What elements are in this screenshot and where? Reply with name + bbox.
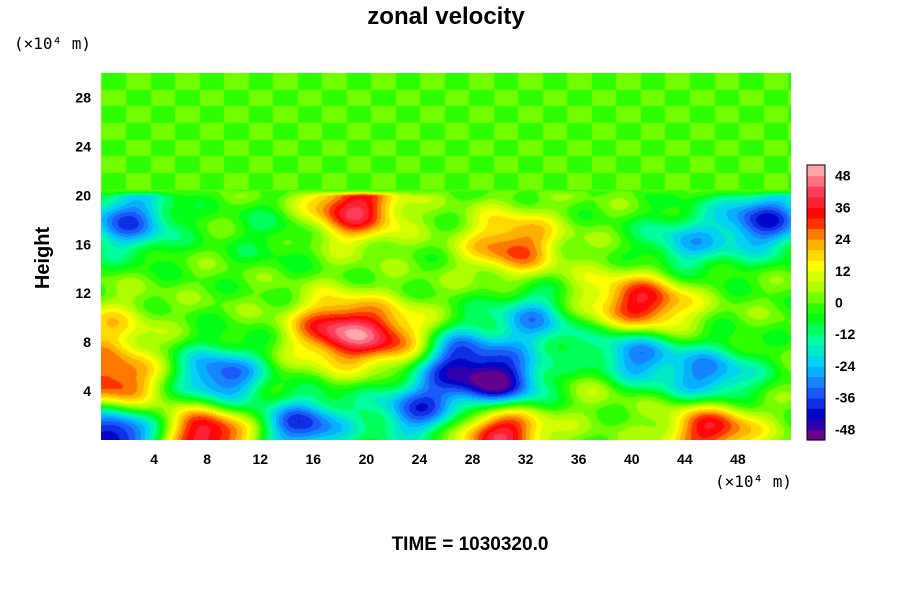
colorbar-tick-label: -24 — [835, 358, 855, 374]
colorbar-band — [807, 418, 825, 431]
y-tick-label: 20 — [75, 187, 91, 203]
colorbar-band — [807, 165, 825, 177]
y-axis-label: Height — [32, 227, 54, 290]
colorbar-band — [807, 228, 825, 240]
y-axis-ticks: 4 8 12 16 20 24 28 — [75, 89, 91, 399]
colorbar-frame — [806, 164, 826, 441]
colorbar-tick-label: 48 — [835, 168, 851, 184]
x-tick-label: 40 — [624, 451, 640, 467]
x-axis-ticks: 4 8 12 16 20 24 28 32 36 40 44 48 — [150, 451, 746, 467]
x-tick-label: 4 — [150, 451, 158, 467]
y-tick-label: 12 — [75, 285, 91, 301]
colorbar-band — [807, 365, 825, 378]
y-tick-label: 4 — [83, 383, 91, 399]
y-tick-label: 28 — [75, 89, 91, 105]
time-label: TIME = 1030320.0 — [392, 534, 549, 555]
x-tick-label: 12 — [252, 451, 268, 467]
x-tick-label: 8 — [203, 451, 211, 467]
colorbar-tick-label: 0 — [835, 295, 843, 311]
x-tick-label: 32 — [518, 451, 534, 467]
x-tick-label: 36 — [571, 451, 587, 467]
x-tick-label: 24 — [412, 451, 428, 467]
colorbar-tick-label: 12 — [835, 263, 851, 279]
colorbar: 48 36 24 12 0 -12 -24 -36 -48 — [806, 164, 855, 441]
colorbar-band — [807, 291, 825, 304]
colorbar-band — [807, 334, 825, 346]
colorbar-band — [807, 260, 825, 272]
colorbar-band — [807, 217, 825, 230]
colorbar-band — [807, 408, 825, 420]
y-tick-label: 16 — [75, 236, 91, 252]
colorbar-band — [807, 397, 825, 409]
colorbar-tick-label: 24 — [835, 231, 851, 247]
colorbar-bands — [807, 165, 825, 441]
colorbar-band — [807, 186, 825, 198]
colorbar-band — [807, 207, 825, 219]
colorbar-band — [807, 387, 825, 399]
colorbar-tick-label: 36 — [835, 199, 851, 215]
y-tick-label: 8 — [83, 334, 91, 350]
colorbar-band — [807, 313, 825, 325]
colorbar-band — [807, 281, 825, 293]
y-tick-label: 24 — [75, 138, 91, 154]
colorbar-band — [807, 376, 825, 388]
colorbar-band — [807, 355, 825, 367]
colorbar-band — [807, 344, 825, 356]
colorbar-band — [807, 302, 825, 314]
colorbar-band — [807, 249, 825, 261]
x-tick-label: 20 — [359, 451, 375, 467]
colorbar-band — [807, 239, 825, 251]
colorbar-band — [807, 323, 825, 335]
x-tick-label: 28 — [465, 451, 481, 467]
colorbar-tick-label: -48 — [835, 421, 855, 437]
x-tick-label: 44 — [677, 451, 693, 467]
y-axis-unit: (×10⁴ m) — [14, 34, 91, 53]
colorbar-band — [807, 175, 825, 187]
colorbar-band — [807, 429, 825, 441]
colorbar-tick-label: -36 — [835, 390, 855, 406]
heatmap-plot — [101, 73, 791, 440]
x-tick-label: 48 — [730, 451, 746, 467]
colorbar-tick-label: -12 — [835, 326, 855, 342]
x-axis-unit: (×10⁴ m) — [715, 472, 792, 491]
heatmap-field — [101, 73, 791, 440]
colorbar-band — [807, 196, 825, 208]
x-tick-label: 16 — [306, 451, 322, 467]
colorbar-band — [807, 270, 825, 282]
colorbar-ticks: 48 36 24 12 0 -12 -24 -36 -48 — [835, 168, 855, 438]
chart-title: zonal velocity — [367, 3, 525, 30]
